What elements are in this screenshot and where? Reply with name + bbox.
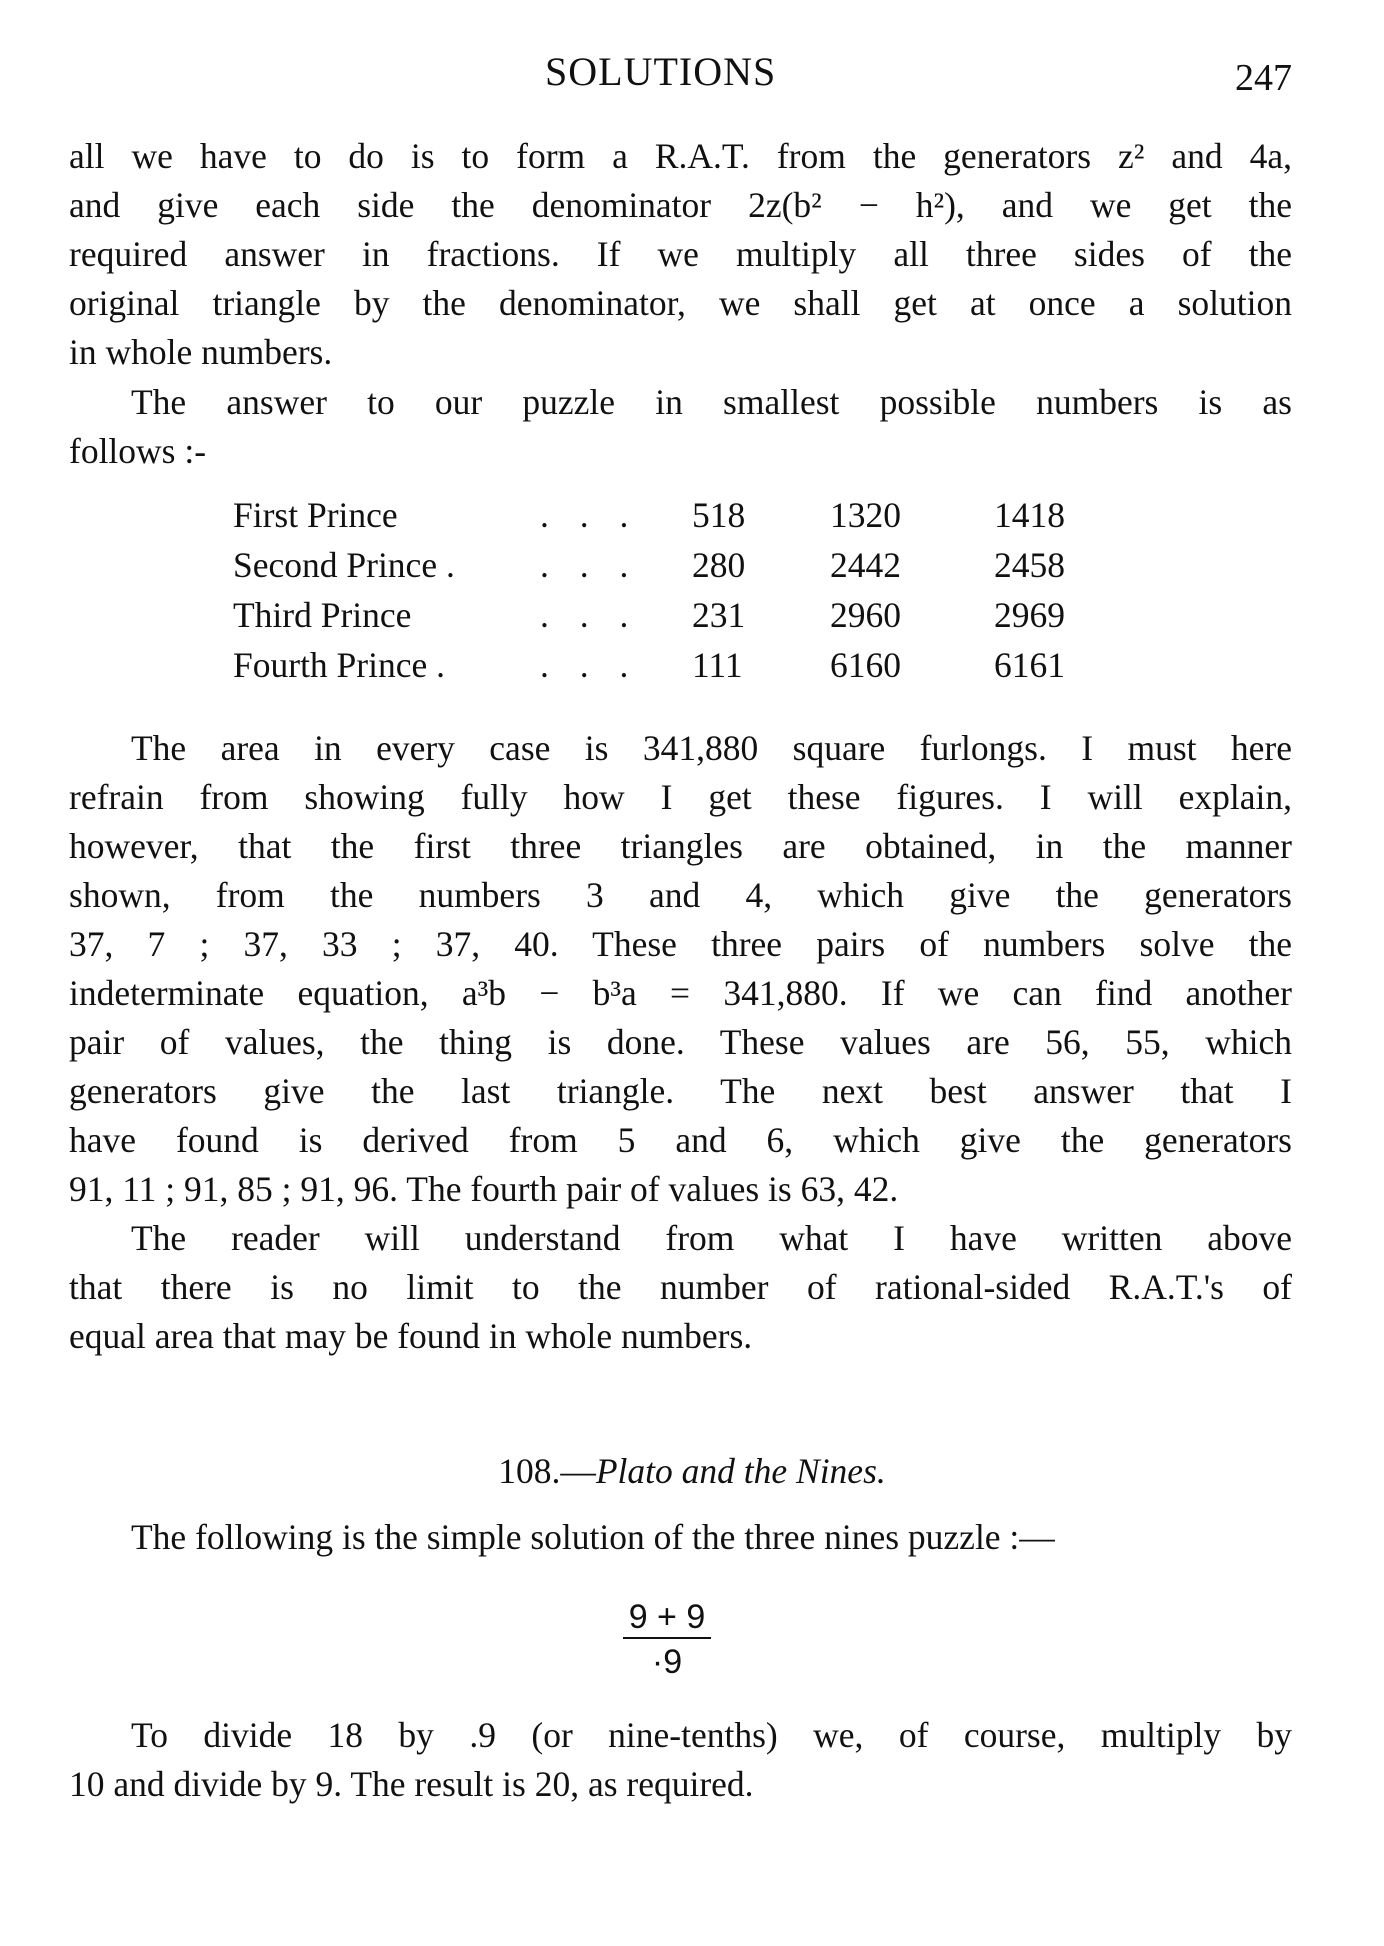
text-line: To divide 18 by .9 (or nine-tenths) we, … bbox=[131, 1715, 1292, 1755]
text-line: 91, 11 ; 91, 85 ; 91, 96. The fourth pai… bbox=[69, 1169, 899, 1209]
running-title: SOLUTIONS bbox=[545, 49, 777, 94]
text-line: original triangle by the denominator, we… bbox=[69, 283, 1292, 323]
leader-dots: . . . bbox=[540, 595, 629, 635]
fraction: 9 + 9 ·9 bbox=[567, 1598, 767, 1682]
prince-label: First Prince bbox=[233, 495, 398, 535]
side-length: 2458 bbox=[994, 545, 1065, 585]
text-line: follows :- bbox=[69, 431, 207, 471]
text-line: 10 and divide by 9. The result is 20, as… bbox=[69, 1764, 754, 1804]
section-number: 108.— bbox=[498, 1451, 596, 1491]
side-length: 111 bbox=[692, 645, 743, 685]
page-number: 247 bbox=[1235, 57, 1292, 99]
text-line: generators give the last triangle. The n… bbox=[69, 1071, 1292, 1111]
side-length: 2969 bbox=[994, 595, 1065, 635]
text-line: required answer in fractions. If we mult… bbox=[69, 234, 1292, 274]
text-line: that there is no limit to the number of … bbox=[69, 1267, 1292, 1307]
text-line: have found is derived from 5 and 6, whic… bbox=[69, 1120, 1292, 1160]
text-line: The reader will understand from what I h… bbox=[131, 1218, 1292, 1258]
side-length: 2960 bbox=[830, 595, 901, 635]
fraction-denominator: ·9 bbox=[651, 1643, 683, 1681]
leader-dots: . . . bbox=[540, 495, 629, 535]
text-line: The following is the simple solution of … bbox=[131, 1517, 1055, 1557]
prince-label: Third Prince bbox=[233, 595, 412, 635]
side-length: 6161 bbox=[994, 645, 1065, 685]
prince-label: Fourth Prince . bbox=[233, 645, 445, 685]
text-line: however, that the first three triangles … bbox=[69, 826, 1292, 866]
side-length: 280 bbox=[692, 545, 746, 585]
section-title: Plato and the Nines. bbox=[595, 1451, 886, 1491]
text-line: pair of values, the thing is done. These… bbox=[69, 1022, 1292, 1062]
side-length: 518 bbox=[692, 495, 746, 535]
text-line: shown, from the numbers 3 and 4, which g… bbox=[69, 875, 1292, 915]
text-line: 37, 7 ; 37, 33 ; 37, 40. These three pai… bbox=[69, 924, 1292, 964]
side-length: 1418 bbox=[994, 495, 1065, 535]
text-line: indeterminate equation, a³b − b³a = 341,… bbox=[69, 973, 1292, 1013]
prince-label: Second Prince . bbox=[233, 545, 455, 585]
text-line: The area in every case is 341,880 square… bbox=[131, 728, 1292, 768]
section-heading: 108.—Plato and the Nines. bbox=[0, 1450, 1384, 1492]
text-line: in whole numbers. bbox=[69, 332, 333, 372]
text-line: equal area that may be found in whole nu… bbox=[69, 1316, 753, 1356]
side-length: 1320 bbox=[830, 495, 901, 535]
side-length: 2442 bbox=[830, 545, 901, 585]
text-line: refrain from showing fully how I get the… bbox=[69, 777, 1292, 817]
side-length: 231 bbox=[692, 595, 746, 635]
text-line: and give each side the denominator 2z(b²… bbox=[69, 185, 1292, 225]
leader-dots: . . . bbox=[540, 545, 629, 585]
leader-dots: . . . bbox=[540, 645, 629, 685]
side-length: 6160 bbox=[830, 645, 901, 685]
text-line: all we have to do is to form a R.A.T. fr… bbox=[69, 136, 1292, 176]
fraction-numerator: 9 + 9 bbox=[622, 1598, 712, 1639]
text-line: The answer to our puzzle in smallest pos… bbox=[131, 382, 1292, 422]
